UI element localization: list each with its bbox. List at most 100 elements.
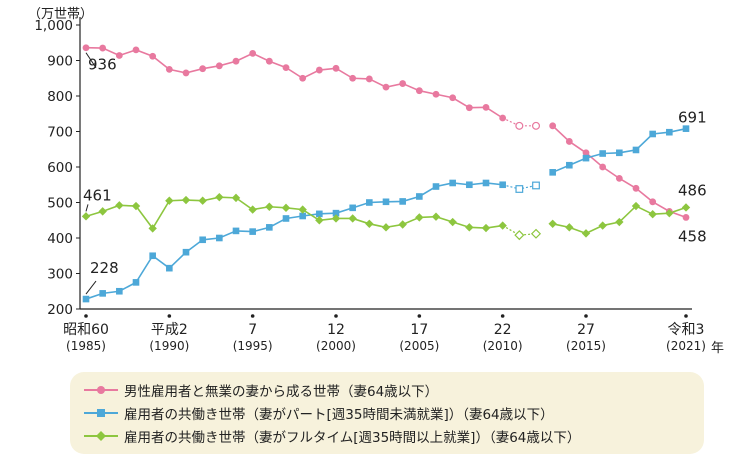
data-point-open bbox=[514, 230, 525, 241]
y-tick-label: 500 bbox=[47, 196, 73, 212]
data-point bbox=[249, 228, 256, 235]
data-point bbox=[165, 65, 173, 73]
y-tick-label: 200 bbox=[47, 302, 73, 318]
data-point bbox=[465, 104, 473, 112]
data-point bbox=[599, 150, 606, 157]
data-point bbox=[649, 198, 657, 206]
data-point bbox=[565, 223, 574, 232]
data-point bbox=[331, 214, 341, 223]
data-point bbox=[265, 57, 273, 65]
data-point bbox=[482, 103, 490, 111]
data-point bbox=[316, 210, 323, 218]
data-point bbox=[182, 248, 190, 256]
x-tick-label: 12 bbox=[327, 322, 345, 338]
data-annotations: 936 228 461 691 486 458 bbox=[83, 52, 707, 295]
data-point bbox=[81, 212, 91, 221]
data-point bbox=[299, 212, 306, 220]
data-point bbox=[415, 213, 424, 222]
x-tick-sublabel: (2005) bbox=[399, 339, 439, 353]
data-point bbox=[481, 223, 491, 233]
data-point bbox=[332, 64, 340, 72]
data-point bbox=[466, 181, 473, 189]
x-tick-dot bbox=[334, 314, 338, 318]
data-point bbox=[115, 201, 124, 210]
data-point bbox=[632, 146, 640, 154]
y-tick-label: 600 bbox=[47, 160, 73, 176]
data-point bbox=[432, 90, 440, 98]
data-point bbox=[566, 161, 573, 169]
x-tick-sublabel: (1990) bbox=[149, 339, 189, 353]
y-tick-label: 700 bbox=[47, 125, 73, 141]
data-point bbox=[581, 229, 591, 238]
legend-marker-circle bbox=[84, 386, 118, 394]
data-point bbox=[131, 201, 141, 211]
data-point bbox=[365, 219, 374, 228]
data-label: 228 bbox=[90, 259, 119, 277]
data-point bbox=[198, 196, 207, 205]
data-point bbox=[416, 193, 423, 200]
data-point bbox=[232, 227, 240, 235]
data-point-open bbox=[532, 181, 540, 190]
data-point bbox=[132, 279, 140, 286]
data-point bbox=[366, 199, 373, 206]
data-point bbox=[216, 234, 223, 242]
x-tick-sublabel: (1985) bbox=[66, 339, 106, 353]
data-point bbox=[281, 203, 291, 213]
data-point bbox=[215, 192, 224, 202]
data-point-open bbox=[531, 121, 540, 130]
data-point bbox=[215, 62, 223, 70]
data-point bbox=[148, 224, 157, 233]
x-tick-dot bbox=[250, 314, 255, 318]
data-point bbox=[199, 65, 207, 73]
x-tick-dot bbox=[584, 314, 588, 318]
data-point bbox=[432, 183, 440, 190]
series-markers bbox=[81, 44, 691, 303]
y-tick-label: 400 bbox=[47, 231, 73, 247]
data-point bbox=[199, 236, 206, 244]
legend-item-male-employee: 男性雇用者と無業の妻から成る世帯（妻64歳以下） bbox=[84, 379, 438, 401]
data-point bbox=[265, 202, 274, 211]
y-axis: 200 300 400 500 600 700 800 900 1,000 bbox=[34, 17, 692, 318]
x-tick-dot bbox=[167, 314, 172, 318]
data-point bbox=[415, 87, 423, 95]
x-tick-label: 17 bbox=[410, 322, 428, 338]
legend-marker-square bbox=[84, 409, 118, 417]
x-tick-label: 令和3 bbox=[668, 322, 705, 338]
data-point bbox=[282, 64, 290, 71]
x-tick-label: 平成2 bbox=[151, 322, 188, 338]
x-tick-sublabel: (2000) bbox=[316, 339, 356, 353]
data-label: 458 bbox=[678, 227, 707, 245]
x-unit-label: 年 bbox=[711, 341, 724, 356]
line-chart: （万世帯） 年 200 300 400 500 600 700 800 900 1,000 昭和… bbox=[28, 7, 724, 356]
data-point bbox=[449, 94, 457, 102]
x-tick-sublabel: (1995) bbox=[233, 339, 273, 353]
data-point bbox=[398, 220, 407, 229]
data-point bbox=[498, 221, 507, 230]
data-point bbox=[99, 44, 107, 52]
data-point bbox=[449, 179, 456, 187]
data-point bbox=[348, 214, 357, 223]
series-line bbox=[85, 46, 504, 119]
data-point bbox=[632, 184, 640, 192]
data-point bbox=[132, 46, 140, 54]
data-point bbox=[165, 196, 174, 205]
data-point bbox=[448, 217, 457, 227]
data-point bbox=[149, 252, 156, 260]
data-point bbox=[249, 50, 257, 57]
data-point bbox=[615, 174, 623, 182]
data-point-open bbox=[515, 121, 524, 130]
annotation-leader bbox=[85, 280, 97, 295]
data-point bbox=[381, 223, 391, 232]
data-label: 461 bbox=[83, 186, 112, 204]
x-tick-sublabel: (2015) bbox=[566, 339, 606, 353]
data-point bbox=[99, 290, 106, 297]
data-point bbox=[465, 223, 474, 232]
data-point bbox=[382, 83, 390, 91]
data-point bbox=[232, 57, 240, 65]
data-point bbox=[182, 69, 190, 77]
data-label: 691 bbox=[678, 109, 707, 127]
data-point bbox=[266, 224, 273, 231]
data-point bbox=[399, 80, 407, 87]
legend: 男性雇用者と無業の妻から成る世帯（妻64歳以下） 雇用者の共働き世帯（妻がパート… bbox=[70, 372, 704, 454]
data-point bbox=[616, 149, 623, 157]
